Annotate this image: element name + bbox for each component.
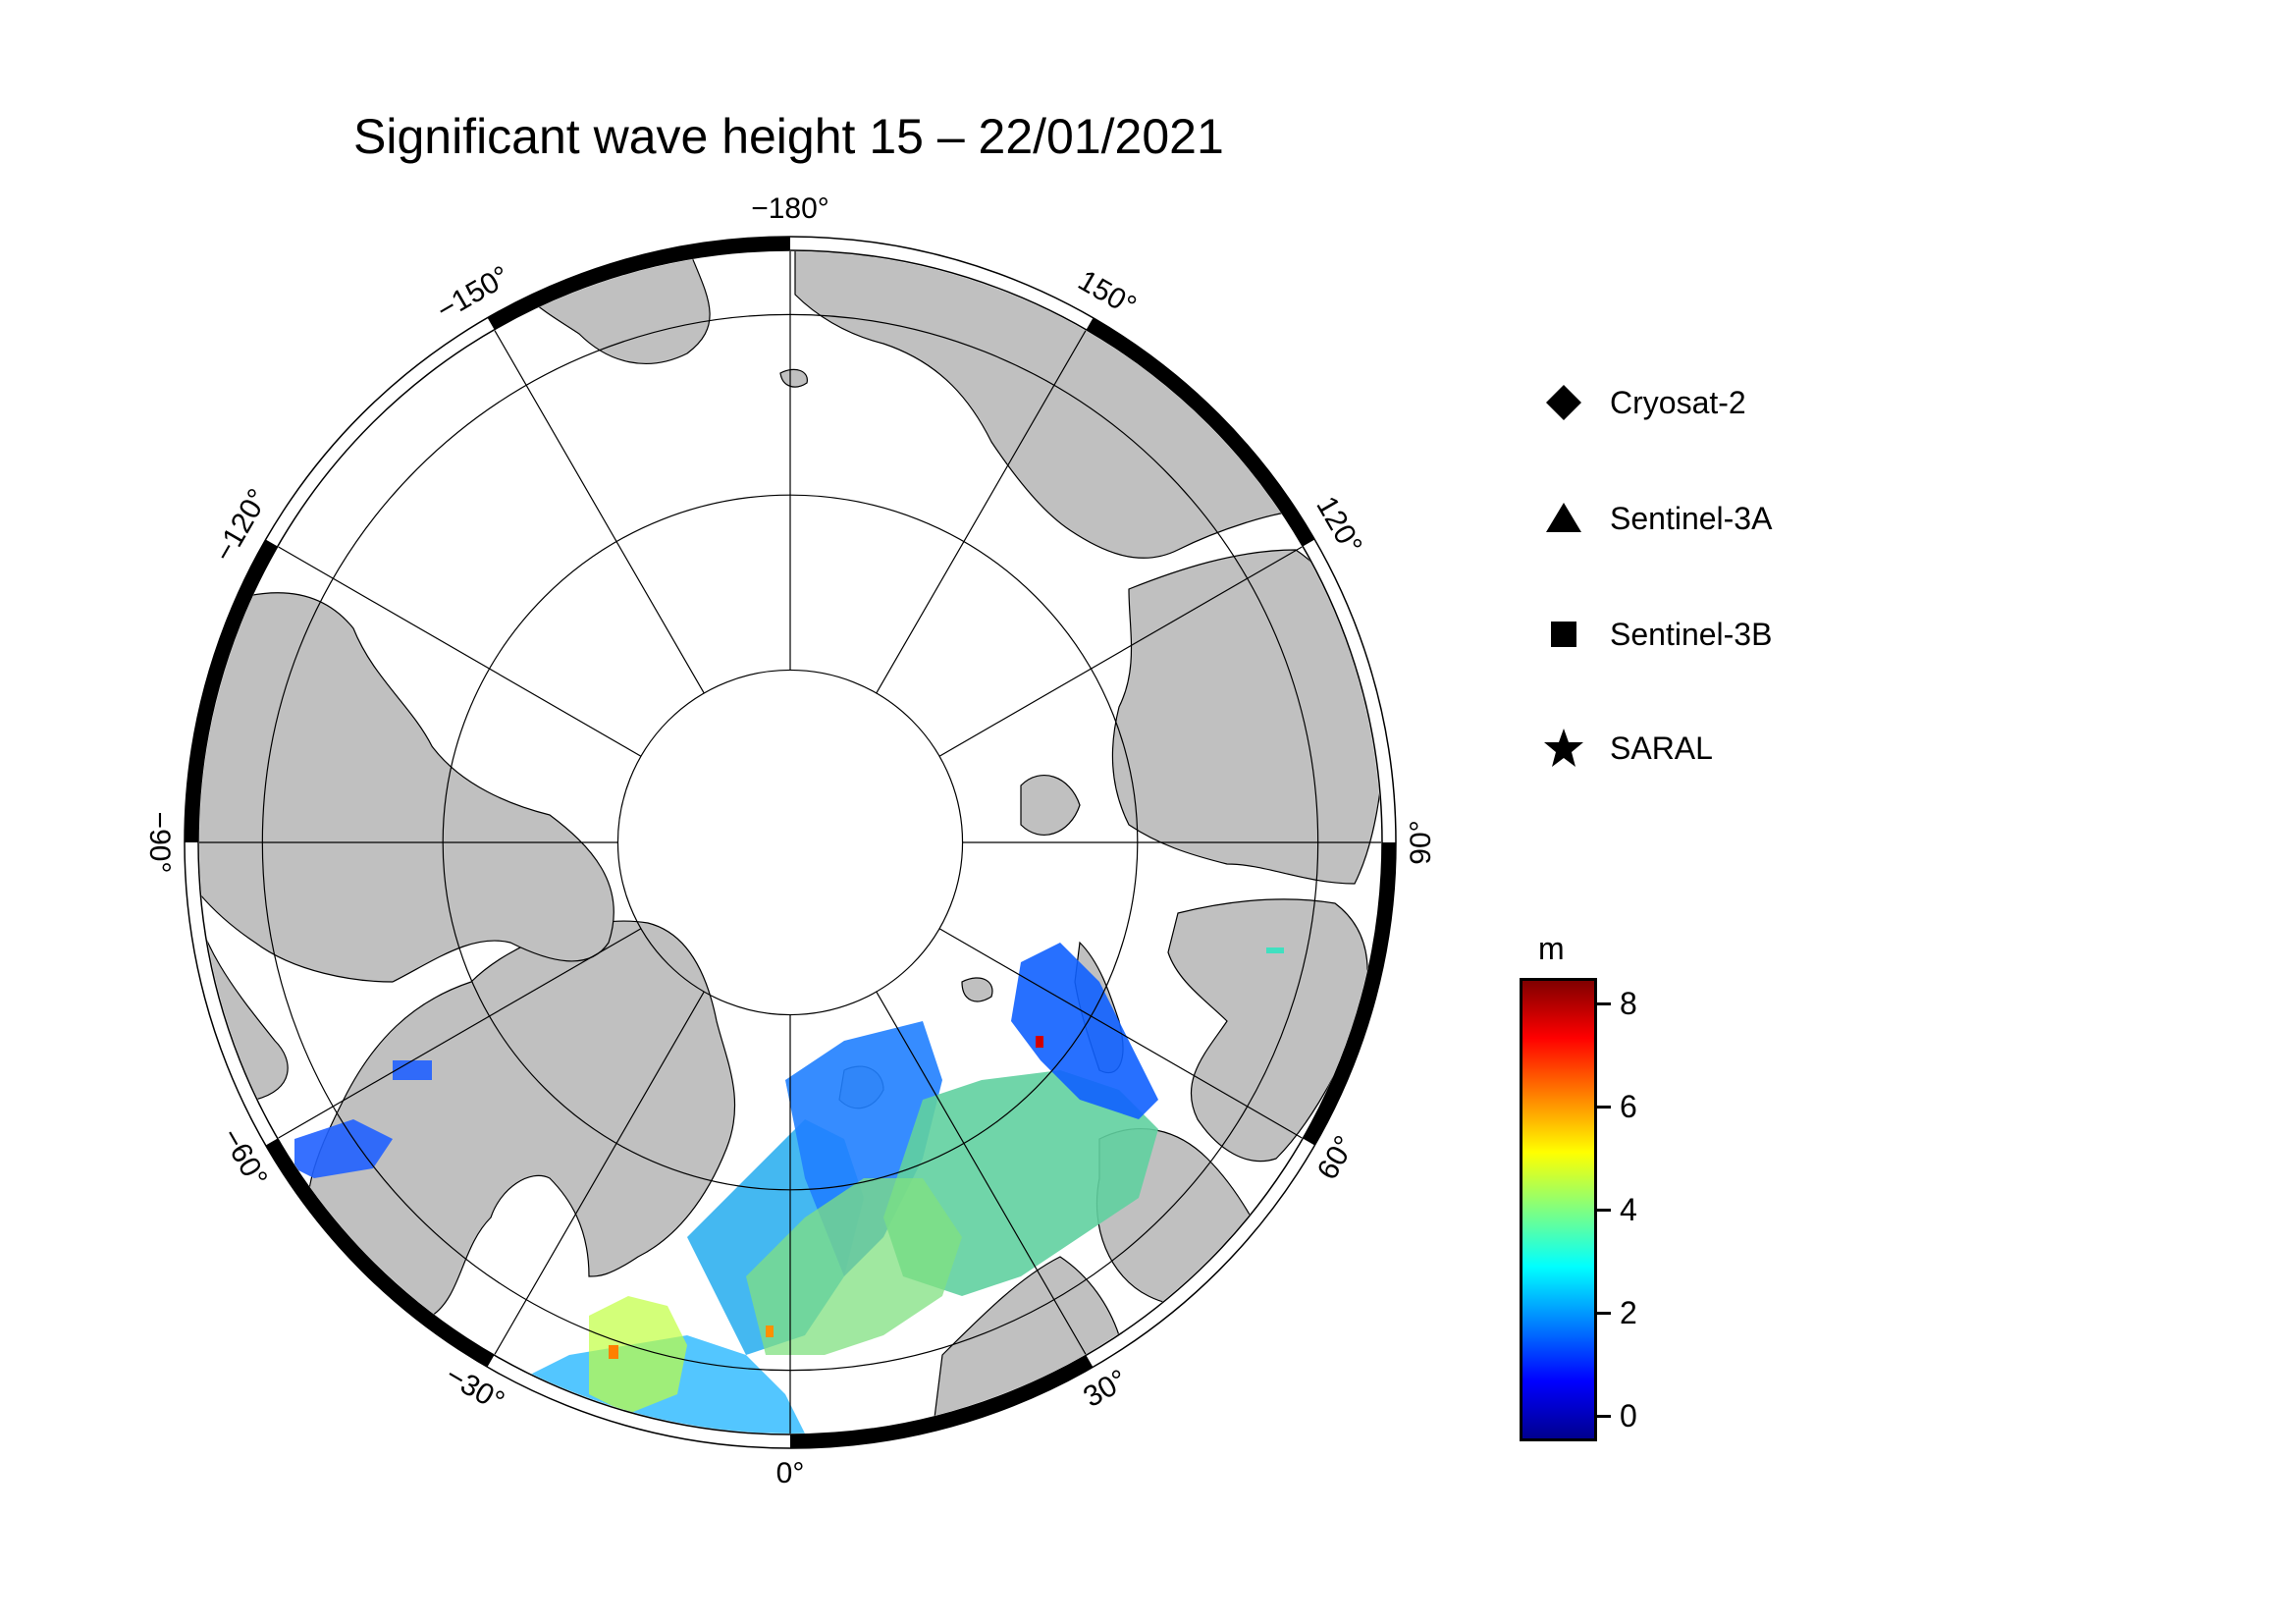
legend-label: Cryosat-2 xyxy=(1610,384,1746,420)
obs-track-g xyxy=(589,1296,687,1414)
frame-segment xyxy=(1086,1138,1315,1368)
colorbar-tick xyxy=(1597,1106,1611,1109)
obs-track-e xyxy=(1011,943,1158,1119)
square-icon xyxy=(1539,610,1588,659)
land-west-siberia xyxy=(1167,898,1368,1163)
frame-segment xyxy=(185,539,278,843)
frame-segment xyxy=(789,237,1094,330)
colorbar-tick-label: 4 xyxy=(1620,1192,1637,1227)
frame-segment xyxy=(185,841,278,1146)
longitude-label: −90° xyxy=(143,812,176,874)
frame-segment xyxy=(487,237,791,330)
longitude-label: −180° xyxy=(751,192,829,225)
meridian-line xyxy=(938,928,1303,1139)
star-icon xyxy=(1539,724,1588,773)
legend-label: Sentinel-3B xyxy=(1610,616,1773,652)
colorbar-tick xyxy=(1597,1209,1611,1212)
frame-segment xyxy=(789,1355,1094,1448)
meridian-line xyxy=(494,330,705,694)
legend-item-cryosat2: Cryosat-2 xyxy=(1539,378,1746,427)
frame-segment xyxy=(265,317,495,547)
frame-segment xyxy=(265,1138,495,1368)
legend-label: SARAL xyxy=(1610,730,1713,766)
meridian-line xyxy=(278,546,642,757)
colorbar-tick-label: 0 xyxy=(1620,1397,1637,1434)
colorbar-tick xyxy=(1597,1414,1611,1418)
frame-border xyxy=(184,236,1397,1449)
legend-item-sentinel3a: Sentinel-3A xyxy=(1539,494,1772,543)
frame-segment xyxy=(487,1355,791,1448)
land-franz-josef xyxy=(961,977,993,1002)
frame-segment xyxy=(1303,841,1396,1146)
land-taymyr xyxy=(1020,775,1081,836)
graticule xyxy=(199,251,1381,1434)
meridian-line xyxy=(938,546,1303,757)
diamond-icon xyxy=(1539,378,1588,427)
obs-track-h xyxy=(294,1119,393,1178)
legend-item-sentinel3b: Sentinel-3B xyxy=(1539,610,1772,659)
frame-border xyxy=(197,249,1383,1435)
obs-peak-2 xyxy=(609,1345,618,1359)
map-disc: −180°−150°−120°−90°−60°−30°0°30°60°90°12… xyxy=(143,192,1437,1489)
meridian-line xyxy=(278,928,642,1139)
longitude-label: 0° xyxy=(776,1457,805,1489)
colorbar-tick-label: 2 xyxy=(1620,1294,1637,1330)
land-canadian-archipelago xyxy=(199,592,614,983)
colorbar-unit: m xyxy=(1538,931,1565,966)
longitude-label: 90° xyxy=(1405,820,1437,864)
colorbar-tick-label: 8 xyxy=(1620,986,1637,1022)
meridian-line xyxy=(876,991,1087,1355)
obs-peak-3 xyxy=(766,1325,774,1337)
frame-segment xyxy=(1303,539,1396,843)
meridian-line xyxy=(876,330,1087,694)
colorbar-tick xyxy=(1597,1002,1611,1006)
colorbar-tick xyxy=(1597,1311,1611,1315)
obs-track-f xyxy=(746,1178,962,1355)
map-frame xyxy=(184,236,1397,1449)
triangle-icon xyxy=(1539,494,1588,543)
colorbar xyxy=(1520,978,1597,1441)
legend-item-saral: SARAL xyxy=(1539,724,1713,773)
obs-peak-4 xyxy=(1266,947,1284,953)
obs-peak-1 xyxy=(1036,1036,1043,1048)
land-wrangel xyxy=(779,368,808,388)
map-title: Significant wave height 15 – 22/01/2021 xyxy=(353,109,1224,164)
colorbar-tick-label: 6 xyxy=(1620,1089,1637,1125)
meridian-line xyxy=(494,991,705,1355)
obs-track-i xyxy=(393,1060,432,1080)
legend-label: Sentinel-3A xyxy=(1610,500,1773,536)
frame-segment xyxy=(1086,317,1315,547)
